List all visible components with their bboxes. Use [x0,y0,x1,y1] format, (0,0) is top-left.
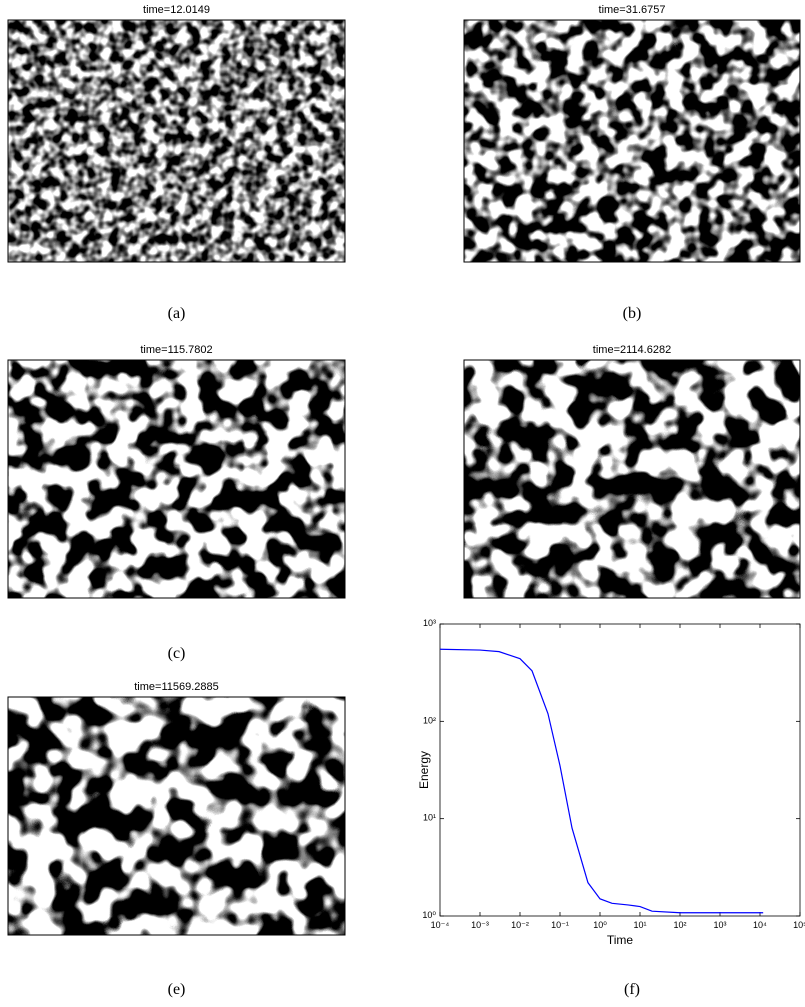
pattern-image [463,359,801,599]
panel-title: time=2114.6282 [593,344,671,356]
y-tick-label: 10² [423,715,436,725]
panel-caption: (a) [168,305,186,322]
x-tick-label: 10⁰ [593,920,607,930]
image-frame [7,359,346,599]
x-tick-label: 10⁻² [511,920,529,930]
x-tick-label: 10⁻¹ [551,920,569,930]
image-frame [7,696,346,936]
pattern-image [463,19,801,263]
y-tick-label: 10⁰ [422,910,436,920]
panel-title: time=12.0149 [143,4,210,16]
x-tick-label: 10⁵ [793,920,805,930]
pattern-image [7,19,346,263]
panel-caption: (f) [624,981,640,998]
x-tick-label: 10⁴ [753,920,767,930]
plot-area [439,623,801,917]
panel-title: time=11569.2885 [134,681,219,693]
x-tick-label: 10² [673,920,686,930]
panel-caption: (e) [168,981,186,998]
x-tick-label: 10⁻³ [471,920,489,930]
x-axis-label: Time [607,933,634,947]
panel-caption: (b) [623,305,642,322]
image-frame [463,359,801,599]
pattern-image [7,359,346,599]
y-tick-label: 10³ [423,618,436,628]
energy-line [439,648,764,914]
x-tick-label: 10³ [713,920,726,930]
x-tick-label: 10⁻⁴ [431,920,450,930]
image-frame [463,19,801,263]
panel-title: time=31.6757 [599,4,666,16]
y-tick-label: 10¹ [423,813,436,823]
panel-caption: (c) [168,645,186,662]
x-tick-label: 10¹ [633,920,646,930]
pattern-image [7,696,346,936]
y-axis-label: Energy [417,751,431,789]
panel-title: time=115.7802 [140,344,212,356]
image-frame [7,19,346,263]
